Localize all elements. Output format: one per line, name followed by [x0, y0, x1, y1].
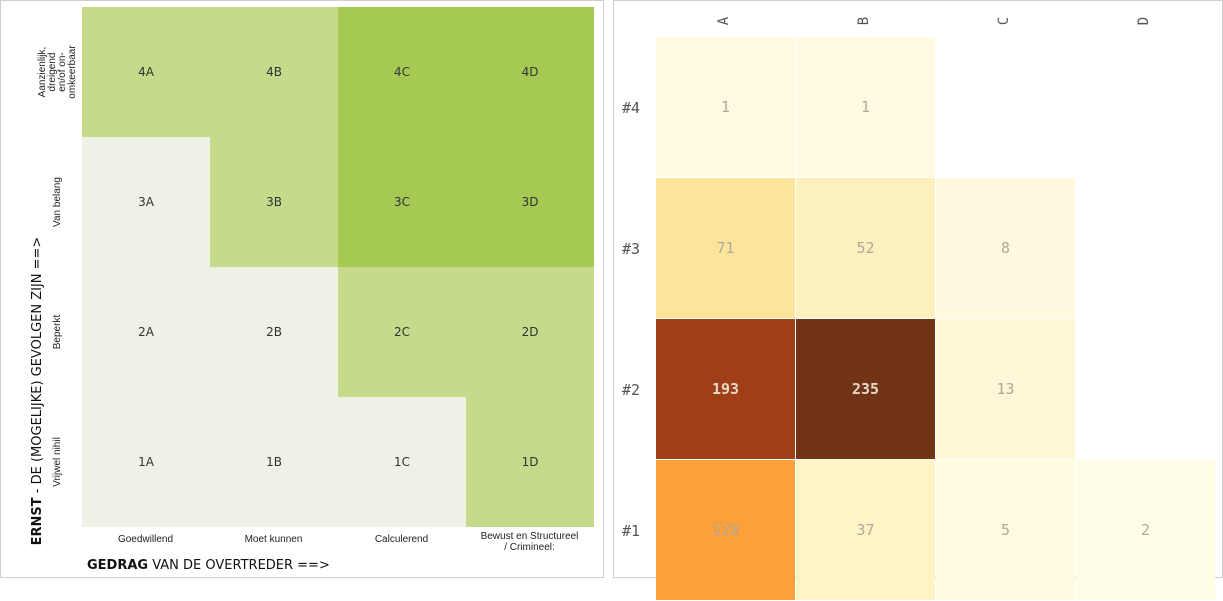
- matrix-column-label: Goedwillend: [117, 534, 174, 545]
- matrix-cell-1a: 1A: [82, 397, 210, 527]
- matrix-cell-2a: 2A: [82, 267, 210, 397]
- matrix-row-label: Aanzienlijk, dreigend en/of on- omkeerba…: [37, 45, 78, 99]
- matrix-cell-4a: 4A: [82, 7, 210, 137]
- matrix-cell-3d: 3D: [466, 137, 594, 267]
- heatmap-cell: 1: [796, 37, 935, 177]
- heatmap-cell: 235: [796, 319, 935, 459]
- matrix-x-axis-title: GEDRAG VAN DE OVERTREDER ==>: [87, 558, 330, 573]
- matrix-cell-2c: 2C: [338, 267, 466, 397]
- matrix-cell-4d: 4D: [466, 7, 594, 137]
- heatmap-cell: 8: [936, 178, 1075, 318]
- heatmap-column-label: D: [1136, 16, 1152, 26]
- matrix-cell-3c: 3C: [338, 137, 466, 267]
- matrix-column-label: Bewust en Structureel / Crimineel:: [480, 531, 579, 553]
- heatmap-row-label: #2: [622, 380, 641, 399]
- heatmap-column-label: A: [716, 16, 732, 26]
- heatmap-column-label: C: [996, 16, 1012, 26]
- heatmap-panel: #4 1 1 #3 71 52 8 #2 193 235 13 #1 128 37 5 2 A B C D: [613, 0, 1223, 600]
- matrix-cell-3a: 3A: [82, 137, 210, 267]
- heatmap-chart: #4 1 1 #3 71 52 8 #2 193 235 13 #1 128 37 5 2 A B C D: [614, 1, 1223, 600]
- heatmap-cell: 2: [1076, 460, 1215, 600]
- heatmap-cell: 37: [796, 460, 935, 600]
- heatmap-cell: 128: [656, 460, 795, 600]
- heatmap-row-label: #3: [622, 239, 641, 258]
- matrix-cell-1c: 1C: [338, 397, 466, 527]
- matrix-cell-1d: 1D: [466, 397, 594, 527]
- matrix-cell-4c: 4C: [338, 7, 466, 137]
- heatmap-cell: 52: [796, 178, 935, 318]
- heatmap-row-label: #4: [622, 98, 641, 117]
- heatmap-row-label: #1: [622, 521, 641, 540]
- matrix-column-label: Calculerend: [374, 534, 429, 545]
- heatmap-cell: 13: [936, 319, 1075, 459]
- heatmap-cell: 5: [936, 460, 1075, 600]
- heatmap-cell: 193: [656, 319, 795, 459]
- heatmap-cell: 71: [656, 178, 795, 318]
- matrix-cell-2b: 2B: [210, 267, 338, 397]
- matrix-column-label: Moet kunnen: [244, 534, 303, 545]
- enforcement-matrix: 4A 4B 4C 4D 3A 3B 3C 3D 2A 2B 2C 2D 1A 1B 1C 1D: [82, 7, 594, 527]
- matrix-cell-2d: 2D: [466, 267, 594, 397]
- matrix-y-axis-title: ERNST - DE (MOGELIJKE) GEVOLGEN ZIJN ==>: [30, 236, 45, 546]
- matrix-cell-1b: 1B: [210, 397, 338, 527]
- matrix-cell-3b: 3B: [210, 137, 338, 267]
- matrix-cell-4b: 4B: [210, 7, 338, 137]
- enforcement-matrix-panel: 4A 4B 4C 4D 3A 3B 3C 3D 2A 2B 2C 2D 1A 1B 1C 1D Aanzien…: [0, 0, 604, 578]
- heatmap-column-label: B: [856, 16, 872, 26]
- heatmap-cell: 1: [656, 37, 795, 177]
